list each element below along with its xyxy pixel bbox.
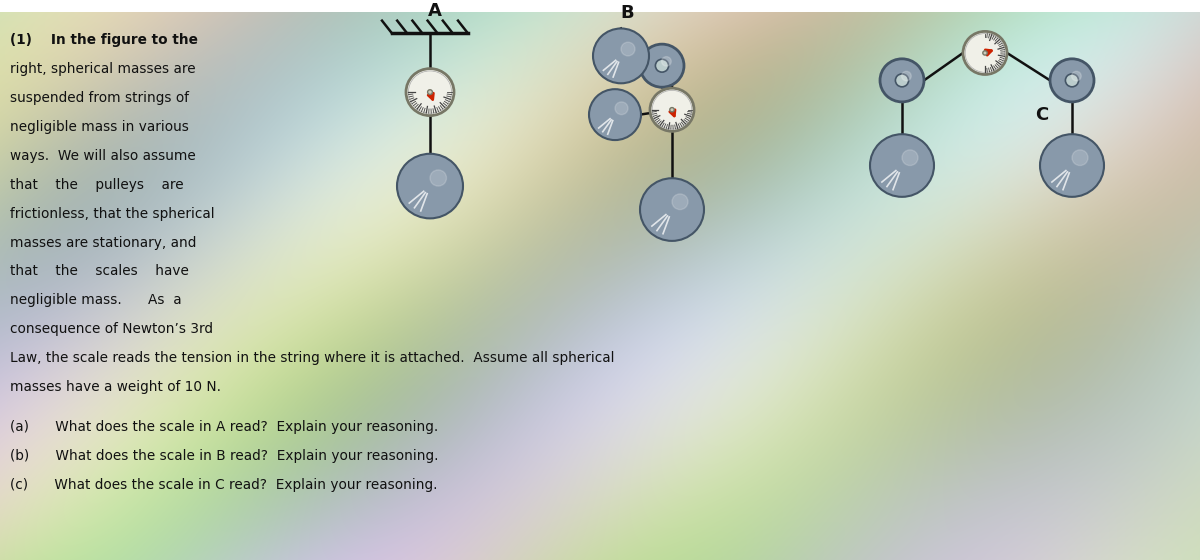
- Circle shape: [427, 90, 432, 95]
- Text: (b)      What does the scale in B read?  Explain your reasoning.: (b) What does the scale in B read? Expla…: [10, 449, 438, 463]
- Circle shape: [1072, 150, 1088, 166]
- Circle shape: [901, 71, 911, 81]
- Text: masses are stationary, and: masses are stationary, and: [10, 236, 197, 250]
- Circle shape: [670, 108, 674, 112]
- Circle shape: [1072, 71, 1081, 81]
- Circle shape: [640, 44, 684, 87]
- Circle shape: [430, 170, 446, 186]
- Text: negligible mass in various: negligible mass in various: [10, 120, 188, 134]
- Text: B: B: [620, 3, 634, 22]
- Circle shape: [622, 42, 635, 56]
- Text: consequence of Newton’s 3rd: consequence of Newton’s 3rd: [10, 322, 214, 336]
- Text: C: C: [1036, 106, 1049, 124]
- Circle shape: [640, 178, 704, 241]
- Text: A: A: [428, 2, 442, 20]
- Circle shape: [983, 51, 988, 55]
- Text: ways.  We will also assume: ways. We will also assume: [10, 149, 196, 163]
- Circle shape: [589, 89, 641, 140]
- Circle shape: [397, 154, 463, 218]
- Text: right, spherical masses are: right, spherical masses are: [10, 62, 196, 76]
- Text: negligible mass.      As  a: negligible mass. As a: [10, 293, 181, 307]
- Circle shape: [870, 134, 934, 197]
- Circle shape: [1040, 134, 1104, 197]
- Circle shape: [406, 69, 454, 115]
- Circle shape: [661, 57, 671, 66]
- Circle shape: [672, 194, 688, 209]
- Circle shape: [964, 31, 1007, 74]
- Text: Law, the scale reads the tension in the string where it is attached.  Assume all: Law, the scale reads the tension in the …: [10, 351, 614, 365]
- Circle shape: [902, 150, 918, 166]
- Circle shape: [593, 29, 649, 83]
- Text: that    the    scales    have: that the scales have: [10, 264, 188, 278]
- Circle shape: [880, 59, 924, 102]
- Text: (c)      What does the scale in C read?  Explain your reasoning.: (c) What does the scale in C read? Expla…: [10, 478, 438, 492]
- Circle shape: [655, 59, 668, 72]
- Circle shape: [1050, 59, 1094, 102]
- Text: (a)      What does the scale in A read?  Explain your reasoning.: (a) What does the scale in A read? Expla…: [10, 421, 438, 435]
- Circle shape: [895, 74, 908, 87]
- Circle shape: [616, 102, 628, 115]
- Text: that    the    pulleys    are: that the pulleys are: [10, 178, 184, 192]
- Circle shape: [650, 88, 694, 131]
- Text: (1)    In the figure to the: (1) In the figure to the: [10, 34, 198, 48]
- Text: masses have a weight of 10 N.: masses have a weight of 10 N.: [10, 380, 221, 394]
- Circle shape: [1066, 74, 1079, 87]
- Text: frictionless, that the spherical: frictionless, that the spherical: [10, 207, 215, 221]
- Text: suspended from strings of: suspended from strings of: [10, 91, 190, 105]
